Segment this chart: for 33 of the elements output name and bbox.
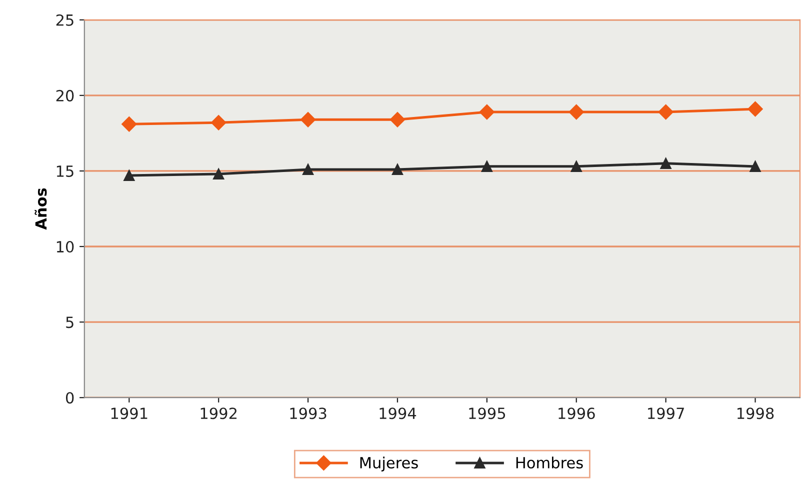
point [213, 168, 224, 180]
y-tick-label: 15 [56, 166, 74, 177]
point [568, 104, 584, 120]
point [300, 112, 316, 128]
x-tick-label: 1997 [648, 408, 684, 420]
x-tick-label: 1994 [380, 408, 416, 420]
point [481, 160, 492, 172]
y-axis-title: Años [34, 188, 47, 230]
x-tick-label: 1995 [469, 408, 506, 420]
point [748, 101, 763, 117]
x-tick-label: 1992 [200, 408, 236, 420]
point [211, 115, 226, 130]
y-tick-label: 0 [66, 392, 74, 404]
x-tick-label: 1996 [558, 408, 595, 420]
legend-label: Hombres [516, 456, 583, 468]
point [570, 160, 582, 172]
y-tick-label: 5 [66, 316, 74, 328]
legend-label: Mujeres [360, 456, 418, 472]
point [302, 164, 314, 176]
point [124, 170, 135, 182]
y-tick-label: 20 [56, 90, 74, 102]
point [392, 164, 404, 176]
y-tick-label: 25 [56, 14, 74, 26]
point [658, 104, 674, 120]
point [750, 160, 761, 172]
x-tick-label: 1993 [290, 408, 326, 420]
point [122, 116, 137, 132]
point [479, 104, 494, 120]
x-tick-label: 1998 [737, 408, 774, 420]
y-tick-label: 10 [56, 240, 74, 253]
point [660, 158, 672, 169]
point [390, 112, 406, 128]
x-tick-label: 1991 [111, 408, 148, 420]
